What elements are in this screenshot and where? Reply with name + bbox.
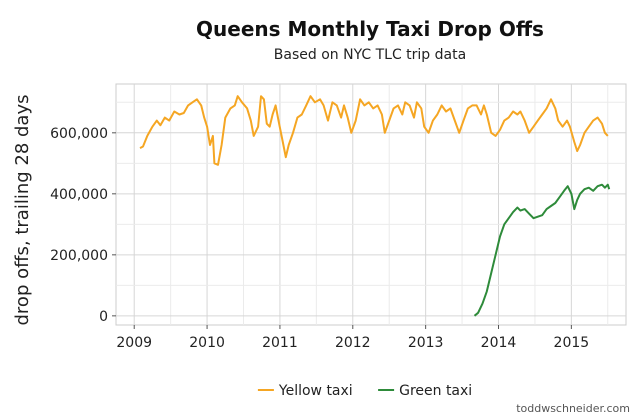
y-tick-label: 0 xyxy=(99,309,108,325)
y-tick-label: 400,000 xyxy=(50,187,108,203)
credit-text: toddwschneider.com xyxy=(516,402,630,415)
y-axis: 0 200,000 400,000 600,000 xyxy=(50,126,116,325)
chart-subtitle: Based on NYC TLC trip data xyxy=(274,47,466,63)
x-tick-label: 2009 xyxy=(116,335,152,351)
x-tick-label: 2013 xyxy=(408,335,444,351)
x-axis: 2009 2010 2011 2012 2013 2014 2015 xyxy=(116,325,589,351)
series-line-green-taxi xyxy=(473,183,611,317)
x-tick-label: 2014 xyxy=(481,335,517,351)
legend-label: Green taxi xyxy=(399,383,472,399)
legend: Yellow taxi Green taxi xyxy=(257,383,472,399)
x-tick-label: 2015 xyxy=(554,335,590,351)
y-axis-label: drop offs, trailing 28 days xyxy=(12,95,33,326)
plot-area xyxy=(115,83,627,326)
x-tick-label: 2010 xyxy=(189,335,225,351)
x-tick-label: 2012 xyxy=(335,335,371,351)
legend-label: Yellow taxi xyxy=(278,383,353,399)
chart-title: Queens Monthly Taxi Drop Offs xyxy=(196,17,544,41)
x-tick-label: 2011 xyxy=(262,335,298,351)
y-tick-label: 600,000 xyxy=(50,126,108,142)
series-group xyxy=(139,95,611,317)
series-line-yellow-taxi xyxy=(139,95,609,166)
y-tick-label: 200,000 xyxy=(50,248,108,264)
